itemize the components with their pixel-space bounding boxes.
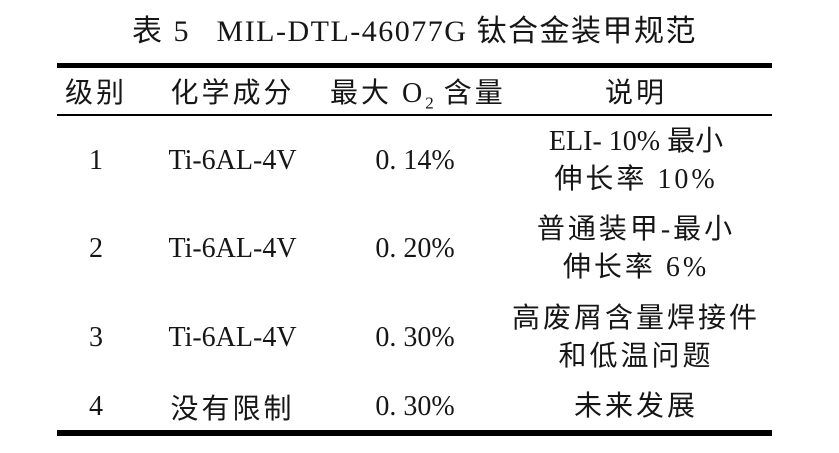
description-cell: 高废屑含量焊接件 和低温问题: [500, 293, 772, 384]
table-row: 4 没有限制 0. 30% 未来发展: [57, 384, 772, 433]
description-line: 伸长率 10%: [554, 163, 718, 195]
composition-cell: Ti-6AL-4V: [168, 322, 297, 353]
table-title: MIL-DTL-46077G 钛合金装甲规范: [216, 15, 697, 48]
o2-header-prefix: 最大 O: [330, 77, 426, 109]
grade-cell: 2: [89, 233, 103, 264]
grade-cell: 1: [89, 144, 103, 176]
header-row: 级别 化学成分 最大 O2 含量 说明: [57, 66, 772, 115]
description-line: 高废屑含量焊接件: [511, 303, 760, 334]
description-line: ELI- 10% 最小: [548, 125, 724, 157]
col-header-composition: 化学成分: [170, 77, 295, 109]
description-cell: 未来发展: [500, 384, 772, 433]
composition-cell: 没有限制: [170, 393, 295, 425]
max-o2-cell: 0. 30%: [375, 322, 455, 353]
description-line: 未来发展: [573, 390, 698, 422]
table-number: 表 5: [132, 15, 191, 48]
composition-cell: Ti-6AL-4V: [168, 233, 297, 264]
spec-table: 级别 化学成分 最大 O2 含量 说明 1 Ti-6AL-4V 0. 14% E…: [57, 63, 772, 436]
col-header-description: 说明: [604, 77, 667, 109]
col-header-max-o2: 最大 O2 含量: [330, 66, 503, 115]
composition-cell: Ti-6AL-4V: [168, 144, 297, 176]
description-line: 普通装甲-最小: [536, 214, 736, 245]
table-row: 2 Ti-6AL-4V 0. 20% 普通装甲-最小 伸长率 6%: [57, 206, 772, 293]
col-header-grade: 级别: [64, 77, 127, 109]
o2-header-suffix: 含量: [433, 77, 506, 109]
max-o2-cell: 0. 20%: [375, 233, 455, 264]
description-cell: ELI- 10% 最小 伸长率 10%: [500, 115, 772, 206]
max-o2-cell: 0. 14%: [375, 144, 455, 176]
grade-cell: 4: [89, 390, 103, 422]
max-o2-cell: 0. 30%: [375, 390, 455, 422]
table-row: 3 Ti-6AL-4V 0. 30% 高废屑含量焊接件 和低温问题: [57, 293, 772, 384]
description-line: 和低温问题: [558, 341, 714, 372]
description-line: 伸长率 6%: [562, 252, 710, 283]
table-caption: 表 5 MIL-DTL-46077G 钛合金装甲规范: [57, 12, 772, 52]
grade-cell: 3: [89, 322, 103, 353]
o2-subscript: 2: [425, 93, 434, 113]
description-cell: 普通装甲-最小 伸长率 6%: [500, 206, 772, 293]
table-row: 1 Ti-6AL-4V 0. 14% ELI- 10% 最小 伸长率 10%: [57, 115, 772, 206]
